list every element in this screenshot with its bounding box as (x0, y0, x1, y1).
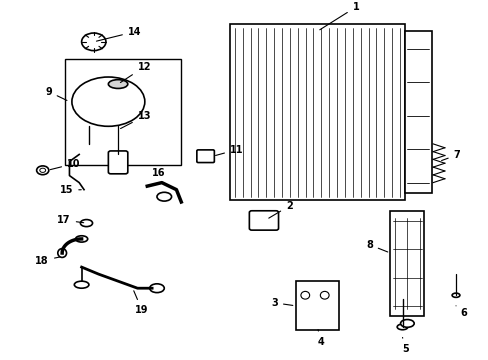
Ellipse shape (80, 220, 92, 226)
Text: 14: 14 (96, 27, 141, 41)
Text: 16: 16 (152, 167, 165, 184)
Text: 6: 6 (455, 306, 467, 318)
Ellipse shape (75, 236, 87, 242)
Text: 4: 4 (317, 330, 324, 347)
Ellipse shape (451, 293, 459, 297)
Text: 19: 19 (134, 291, 148, 315)
Text: 7: 7 (441, 150, 459, 161)
Text: 17: 17 (57, 215, 83, 225)
Ellipse shape (157, 192, 171, 201)
Bar (295, 281, 339, 330)
Ellipse shape (74, 281, 89, 288)
Ellipse shape (400, 320, 413, 327)
Ellipse shape (58, 249, 66, 257)
Text: 8: 8 (366, 240, 387, 252)
Bar (389, 211, 424, 316)
Text: 10: 10 (50, 159, 81, 170)
Text: 5: 5 (402, 337, 408, 354)
Ellipse shape (72, 77, 144, 126)
FancyBboxPatch shape (197, 150, 214, 163)
Ellipse shape (320, 291, 328, 299)
Ellipse shape (37, 166, 49, 175)
Ellipse shape (396, 324, 407, 330)
Text: 13: 13 (121, 111, 151, 129)
Ellipse shape (149, 284, 164, 293)
Text: 11: 11 (215, 145, 243, 156)
Ellipse shape (300, 291, 309, 299)
Ellipse shape (40, 168, 45, 172)
Bar (229, 24, 404, 200)
Bar (404, 31, 431, 193)
Text: 2: 2 (268, 201, 292, 218)
FancyBboxPatch shape (108, 151, 127, 174)
Ellipse shape (81, 33, 106, 51)
Text: 3: 3 (271, 298, 292, 308)
Text: 18: 18 (35, 256, 60, 266)
Bar (64, 59, 181, 165)
Text: 1: 1 (319, 2, 359, 30)
Text: 9: 9 (45, 87, 67, 100)
FancyBboxPatch shape (249, 211, 278, 230)
Text: 12: 12 (120, 62, 151, 82)
Ellipse shape (108, 80, 127, 89)
Text: 15: 15 (60, 185, 81, 195)
